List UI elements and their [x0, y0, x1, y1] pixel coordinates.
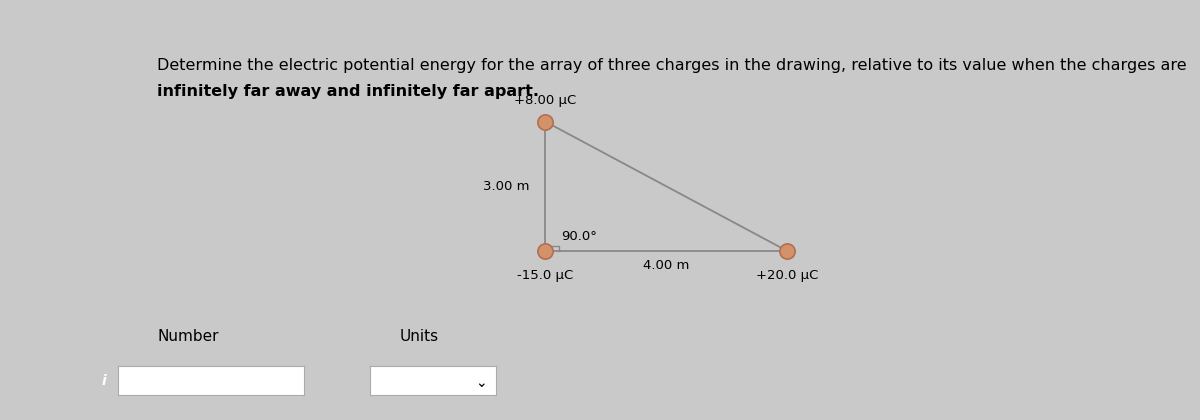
Text: ⌄: ⌄ — [475, 376, 486, 390]
Text: Number: Number — [157, 329, 218, 344]
Text: i: i — [102, 374, 107, 388]
Text: 3.00 m: 3.00 m — [482, 180, 529, 193]
Text: +8.00 μC: +8.00 μC — [514, 94, 576, 107]
Text: infinitely far away and infinitely far apart.: infinitely far away and infinitely far a… — [157, 84, 540, 100]
Text: 4.00 m: 4.00 m — [643, 259, 689, 272]
Text: Determine the electric potential energy for the array of three charges in the dr: Determine the electric potential energy … — [157, 58, 1187, 74]
Text: -15.0 μC: -15.0 μC — [517, 269, 574, 282]
Text: +20.0 μC: +20.0 μC — [756, 269, 818, 282]
Text: 90.0°: 90.0° — [562, 230, 596, 243]
Text: Units: Units — [400, 329, 438, 344]
